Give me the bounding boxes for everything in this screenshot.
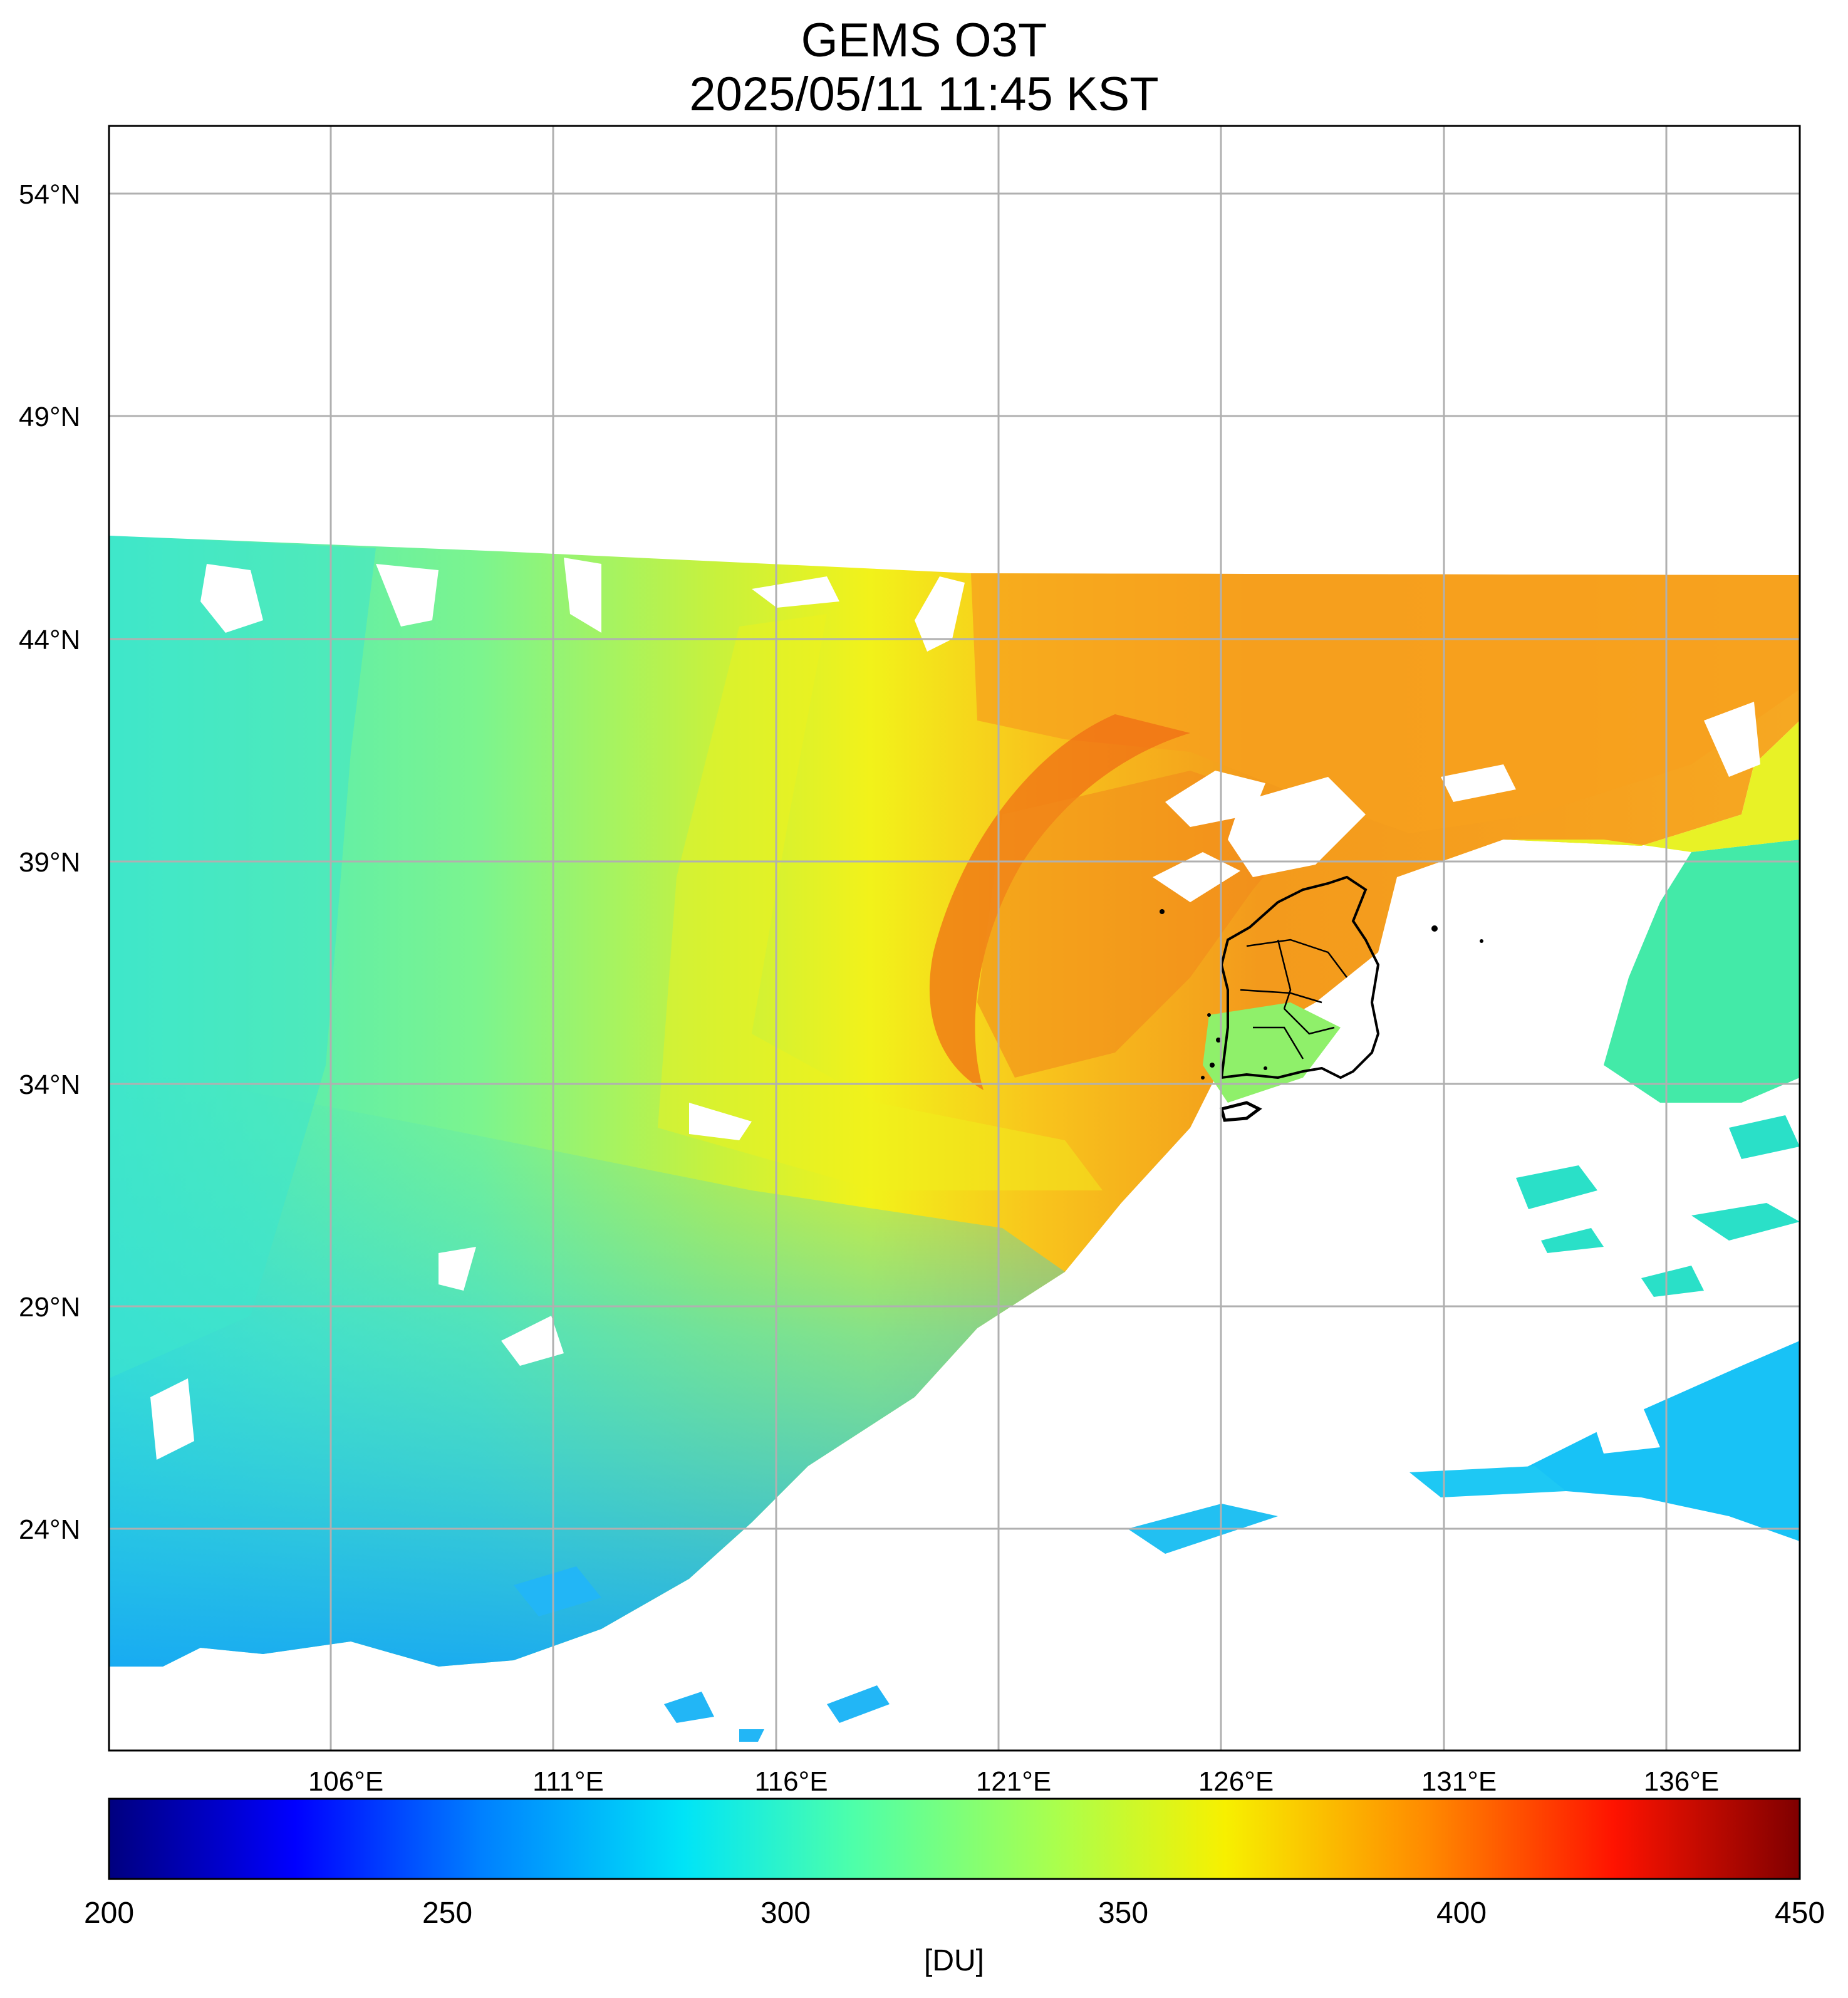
korea-province-lines (1240, 939, 1347, 1059)
lat-labels: 54°N 49°N 44°N 39°N 34°N 29°N 24°N (19, 179, 80, 1545)
lat-label: 49°N (19, 402, 80, 432)
lon-label: 111°E (532, 1766, 604, 1797)
map-border (108, 125, 1801, 1752)
colorbar-tick-label: 400 (1436, 1897, 1487, 1930)
lat-label: 39°N (19, 847, 80, 878)
korea-islands (1160, 909, 1483, 1080)
korea-coastline (1220, 875, 1380, 1080)
ozone-field-east-yellow (1503, 721, 1800, 852)
ozone-field-east (1604, 840, 1800, 1103)
korea-outline (1219, 875, 1380, 1122)
colorbar-tick-label: 450 (1775, 1897, 1825, 1930)
lon-label: 126°E (1198, 1766, 1274, 1797)
lon-labels: 106°E 111°E 116°E 121°E 126°E 131°E 136°… (308, 1766, 1719, 1797)
lon-label: 136°E (1644, 1766, 1719, 1797)
cloud-gaps (150, 558, 1760, 1460)
ozone-field-south (109, 1065, 1065, 1667)
southern-coast-patches (514, 1566, 890, 1742)
colorbar-tick-label: 300 (760, 1897, 811, 1930)
colorbar-tick-label: 350 (1098, 1897, 1148, 1930)
map-title: GEMS O3T (801, 14, 1047, 67)
jeju-island (1219, 1101, 1262, 1122)
lon-label: 106°E (308, 1766, 383, 1797)
lon-label: 121°E (976, 1766, 1051, 1797)
ozone-field-pacific (1516, 1341, 1800, 1541)
colorbar-tick-label: 200 (84, 1897, 134, 1930)
colorbar-unit: [DU] (924, 1944, 984, 1977)
lon-label: 131°E (1421, 1766, 1497, 1797)
ocean-patches (1516, 1115, 1800, 1297)
lat-label: 24°N (19, 1514, 80, 1545)
map-subtitle: 2025/05/11 11:45 KST (689, 68, 1159, 121)
lat-label: 29°N (19, 1292, 80, 1323)
ozone-field-korea-south (1203, 1002, 1341, 1103)
lat-label: 54°N (19, 179, 80, 210)
lat-label: 34°N (19, 1069, 80, 1100)
lon-label: 116°E (754, 1766, 828, 1797)
colorbar-labels: 200 250 300 350 400 450 [DU] (84, 1897, 1825, 1977)
ozone-field-west (109, 536, 376, 1378)
colorbar (108, 1798, 1801, 1880)
colorbar-tick-label: 250 (422, 1897, 472, 1930)
graticule (109, 126, 1800, 1751)
ozone-field-red-arc (929, 714, 1190, 1090)
ozone-field-orange-core (977, 771, 1316, 1078)
lat-label: 44°N (19, 625, 80, 655)
ozone-field-yellow-belt (658, 614, 1103, 1190)
ozone-field-pacific-west (1409, 1466, 1566, 1497)
